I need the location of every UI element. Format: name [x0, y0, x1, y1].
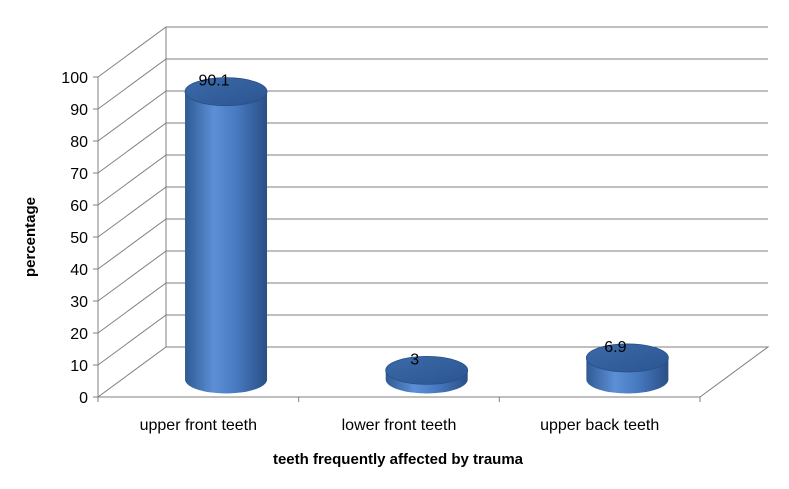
gridline	[97, 346, 768, 398]
gridline	[97, 58, 768, 110]
y-tick-label: 90	[70, 102, 88, 119]
y-axis-title: percentage	[22, 197, 39, 277]
data-labels: 90.1 3 6.9	[198, 73, 626, 369]
bars	[184, 77, 669, 394]
y-tick-label: 30	[70, 294, 88, 311]
y-tick-label: 60	[70, 198, 88, 215]
y-tick-label: 0	[79, 390, 88, 407]
gridline	[97, 250, 768, 302]
gridline	[97, 218, 768, 270]
bar	[385, 355, 469, 394]
x-axis-title: teeth frequently affected by trauma	[273, 451, 524, 468]
gridline	[97, 314, 768, 366]
gridline	[97, 90, 768, 142]
y-tick-label: 10	[70, 358, 88, 375]
y-tick-label: 70	[70, 166, 88, 183]
x-category-label: lower front teeth	[342, 417, 457, 434]
gridline	[97, 282, 768, 334]
data-label: 6.9	[604, 339, 626, 356]
x-category-label: upper front teeth	[140, 417, 257, 434]
x-category-label: upper back teeth	[540, 417, 659, 434]
x-axis-categories: upper front teeth lower front teeth upper …	[140, 417, 660, 434]
bar-top	[585, 343, 669, 373]
y-tick-label: 100	[61, 70, 88, 87]
gridline	[97, 26, 768, 78]
y-tick-label: 80	[70, 134, 88, 151]
data-label: 90.1	[198, 73, 229, 90]
bar-top	[385, 355, 469, 385]
gridlines	[97, 26, 768, 398]
bar-top	[184, 77, 268, 107]
y-tick-label: 20	[70, 326, 88, 343]
bar	[585, 343, 669, 394]
y-axis-ticks: 0 10 20 30 40 50 60 70 80 90 100	[61, 70, 701, 407]
gridline	[97, 186, 768, 238]
y-tick-label: 50	[70, 230, 88, 247]
y-tick-label: 40	[70, 262, 88, 279]
bar	[184, 77, 268, 394]
data-label: 3	[410, 351, 419, 368]
gridline	[97, 122, 768, 174]
bar-body	[185, 91, 268, 394]
gridline	[97, 154, 768, 206]
